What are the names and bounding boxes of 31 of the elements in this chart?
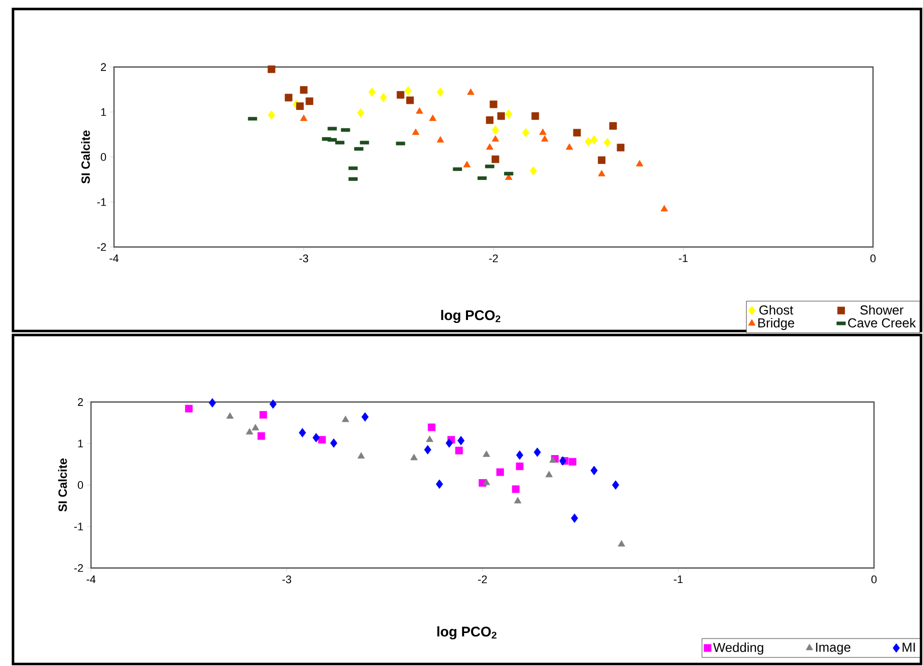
y-tick-label: -2	[74, 564, 83, 572]
y-tick-label: 0	[100, 153, 106, 161]
x-axis-title: log PCO$_{2}$	[437, 626, 496, 640]
y-tick-label: -1	[97, 198, 106, 206]
legend-label: Wedding	[713, 642, 764, 655]
x-axis-title: log PCO$_{2}$	[441, 310, 500, 323]
y-tick-label: 1	[101, 108, 106, 116]
legend-label: Ghost	[759, 305, 794, 315]
x-tick-label: -3	[299, 254, 308, 262]
legend-label: Cave Creek	[848, 318, 916, 328]
x-tick-label: -2	[489, 254, 498, 262]
y-tick-label: 2	[100, 63, 106, 71]
x-tick-label: -3	[282, 576, 292, 584]
legend-label: Image	[816, 642, 850, 654]
x-tick-label: 0	[871, 576, 877, 584]
legend-label: Bridge	[758, 318, 794, 330]
y-axis-title: SI Calcite	[58, 458, 67, 512]
x-tick-label: -1	[678, 254, 688, 262]
y-tick-label: 1	[78, 440, 83, 448]
x-tick-label: -2	[478, 576, 487, 584]
x-tick-label: 0	[870, 254, 876, 262]
y-axis-title: SI Calcite	[81, 130, 90, 184]
y-tick-label: 0	[78, 481, 84, 489]
x-tick-label: -4	[110, 254, 119, 262]
y-tick-label: 2	[78, 398, 83, 406]
legend-label: Shower	[860, 305, 904, 315]
y-tick-label: -1	[74, 522, 83, 530]
x-tick-label: -1	[674, 576, 683, 584]
y-tick-label: -2	[97, 243, 106, 251]
x-tick-label: -4	[86, 576, 96, 584]
legend-label: MI	[902, 642, 915, 652]
